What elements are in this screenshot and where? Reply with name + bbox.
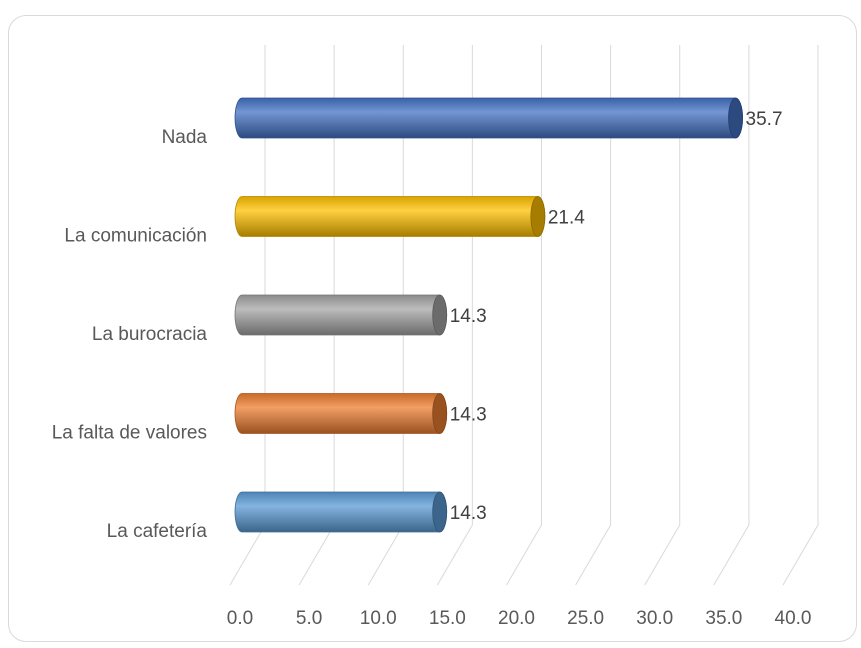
x-tick-label: 5.0 bbox=[296, 608, 322, 629]
category-label: La cafetería bbox=[107, 521, 208, 542]
data-label: 14.3 bbox=[450, 405, 487, 426]
x-tick-labels: 0.0 5.0 10.0 15.0 20.0 25.0 30.0 35.0 40.0 bbox=[227, 608, 812, 629]
gridline-floor bbox=[229, 524, 266, 586]
bar bbox=[234, 196, 546, 237]
data-label: 35.7 bbox=[746, 109, 783, 130]
x-tick-label: 35.0 bbox=[705, 608, 742, 629]
x-tick-label: 0.0 bbox=[227, 608, 253, 629]
bar bbox=[234, 491, 448, 533]
category-label: La falta de valores bbox=[52, 423, 207, 444]
gridline-floor bbox=[575, 524, 612, 586]
gridline-floor bbox=[436, 524, 473, 586]
gridline-floor bbox=[713, 524, 750, 586]
x-tick-label: 15.0 bbox=[429, 608, 466, 629]
bar bbox=[234, 393, 448, 434]
gridline-floor bbox=[644, 524, 681, 586]
data-label: 14.3 bbox=[450, 306, 487, 327]
x-tick-label: 20.0 bbox=[498, 608, 535, 629]
bar bbox=[234, 294, 448, 336]
category-label: Nada bbox=[162, 127, 208, 148]
data-label: 21.4 bbox=[548, 208, 585, 229]
x-tick-label: 40.0 bbox=[775, 608, 812, 629]
category-label: La comunicación bbox=[64, 226, 207, 247]
gridline-floor bbox=[298, 524, 335, 586]
data-label: 14.3 bbox=[450, 503, 487, 524]
bar bbox=[234, 97, 743, 139]
bars bbox=[234, 97, 743, 533]
gridline-floor bbox=[782, 524, 819, 586]
x-tick-label: 10.0 bbox=[360, 608, 397, 629]
gridline-floor bbox=[506, 524, 542, 586]
data-labels: 35.7 21.4 14.3 14.3 14.3 bbox=[450, 109, 783, 524]
x-tick-label: 30.0 bbox=[636, 608, 673, 629]
category-label: La burocracia bbox=[92, 324, 208, 345]
gridline-floor bbox=[367, 524, 404, 586]
x-tick-label: 25.0 bbox=[567, 608, 604, 629]
category-labels: Nada La comunicación La burocracia La falta… bbox=[52, 127, 208, 542]
